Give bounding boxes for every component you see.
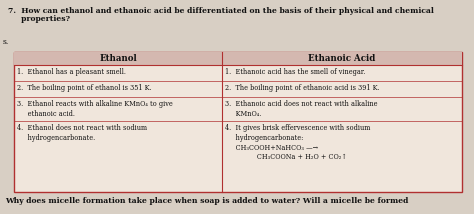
Text: 2.  The boiling point of ethanol is 351 K.: 2. The boiling point of ethanol is 351 K…: [17, 84, 152, 92]
Text: Ethanoic Acid: Ethanoic Acid: [309, 54, 376, 63]
Text: 4.  It gives brisk effervescence with sodium
     hydrogencarbonate:
     CH₃COO: 4. It gives brisk effervescence with sod…: [225, 124, 371, 161]
Text: 7.  How can ethanol and ethanoic acid be differentiated on the basis of their ph: 7. How can ethanol and ethanoic acid be …: [8, 7, 434, 15]
Text: properties?: properties?: [8, 15, 70, 23]
Text: 2.  The boiling point of ethanoic acid is 391 K.: 2. The boiling point of ethanoic acid is…: [225, 84, 380, 92]
Bar: [222, 52, 462, 65]
Text: Why does micelle formation take place when soap is added to water? Will a micell: Why does micelle formation take place wh…: [5, 197, 409, 205]
Text: Ethanol: Ethanol: [99, 54, 137, 63]
Text: s.: s.: [3, 38, 9, 46]
Text: 3.  Ethanoic acid does not react with alkaline
     KMnO₄.: 3. Ethanoic acid does not react with alk…: [225, 100, 378, 118]
Text: 3.  Ethanol reacts with alkaline KMnO₄ to give
     ethanoic acid.: 3. Ethanol reacts with alkaline KMnO₄ to…: [17, 100, 173, 118]
Text: 1.  Ethanol has a pleasant smell.: 1. Ethanol has a pleasant smell.: [17, 68, 126, 76]
Text: 4.  Ethanol does not react with sodium
     hydrogencarbonate.: 4. Ethanol does not react with sodium hy…: [17, 124, 147, 142]
Bar: [14, 52, 462, 192]
Bar: [14, 52, 222, 65]
Text: 1.  Ethanoic acid has the smell of vinegar.: 1. Ethanoic acid has the smell of vinega…: [225, 68, 366, 76]
